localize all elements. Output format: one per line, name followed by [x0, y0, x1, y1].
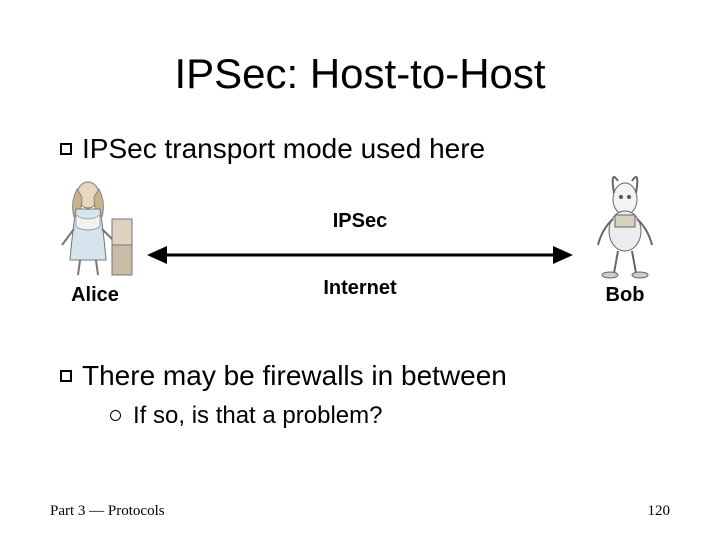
footer-left: Part 3 — Protocols: [50, 503, 165, 520]
footer: Part 3 — Protocols 120: [50, 503, 670, 520]
double-arrow-icon: [145, 235, 575, 275]
circle-bullet-icon: [110, 410, 121, 421]
page-title: IPSec: Host-to-Host: [50, 50, 670, 98]
square-bullet-icon: [60, 143, 72, 155]
diagram: Alice IPSec Internet: [50, 175, 670, 335]
alice-icon: [50, 175, 140, 280]
alice-label: Alice: [50, 284, 140, 307]
internet-label: Internet: [145, 277, 575, 300]
bullet-2-text: There may be firewalls in between: [82, 360, 507, 392]
bullet-2-sub-text: If so, is that a problem?: [133, 402, 382, 430]
arrow-group: IPSec Internet: [145, 210, 575, 300]
bullet-1: IPSec transport mode used here: [60, 133, 670, 165]
alice-figure: Alice: [50, 175, 140, 307]
bullet-2: There may be firewalls in between: [60, 360, 670, 392]
bullet-1-text: IPSec transport mode used here: [82, 133, 485, 165]
ipsec-label: IPSec: [145, 210, 575, 233]
slide: IPSec: Host-to-Host IPSec transport mode…: [0, 0, 720, 540]
square-bullet-icon: [60, 370, 72, 382]
footer-page-number: 120: [648, 503, 671, 520]
bob-icon: [580, 175, 670, 280]
bob-label: Bob: [580, 284, 670, 307]
bullet-2-sub: If so, is that a problem?: [110, 402, 670, 430]
bob-figure: Bob: [580, 175, 670, 307]
